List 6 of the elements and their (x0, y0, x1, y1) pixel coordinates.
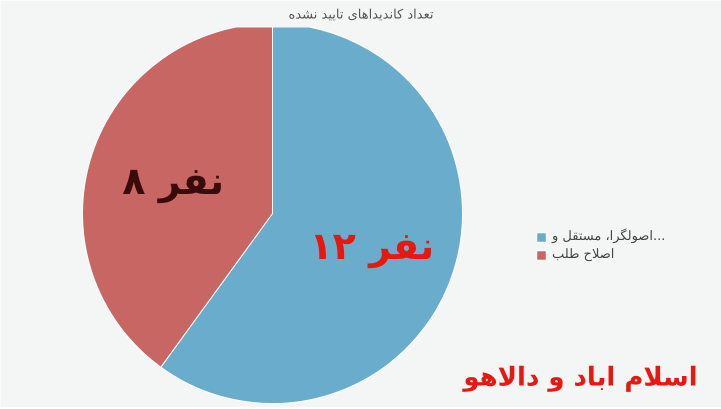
data-label: ۱۲ نفر (309, 224, 434, 269)
chart-title: تعداد کاندیداهای تایید نشده (288, 8, 434, 22)
legend-label: اصولگرا، مستقل و... (552, 229, 666, 244)
data-label: ۸ نفر (122, 159, 224, 204)
text: اسلام اباد و دالاهو (461, 362, 698, 392)
legend-label: اصلاح طلب (552, 247, 614, 262)
